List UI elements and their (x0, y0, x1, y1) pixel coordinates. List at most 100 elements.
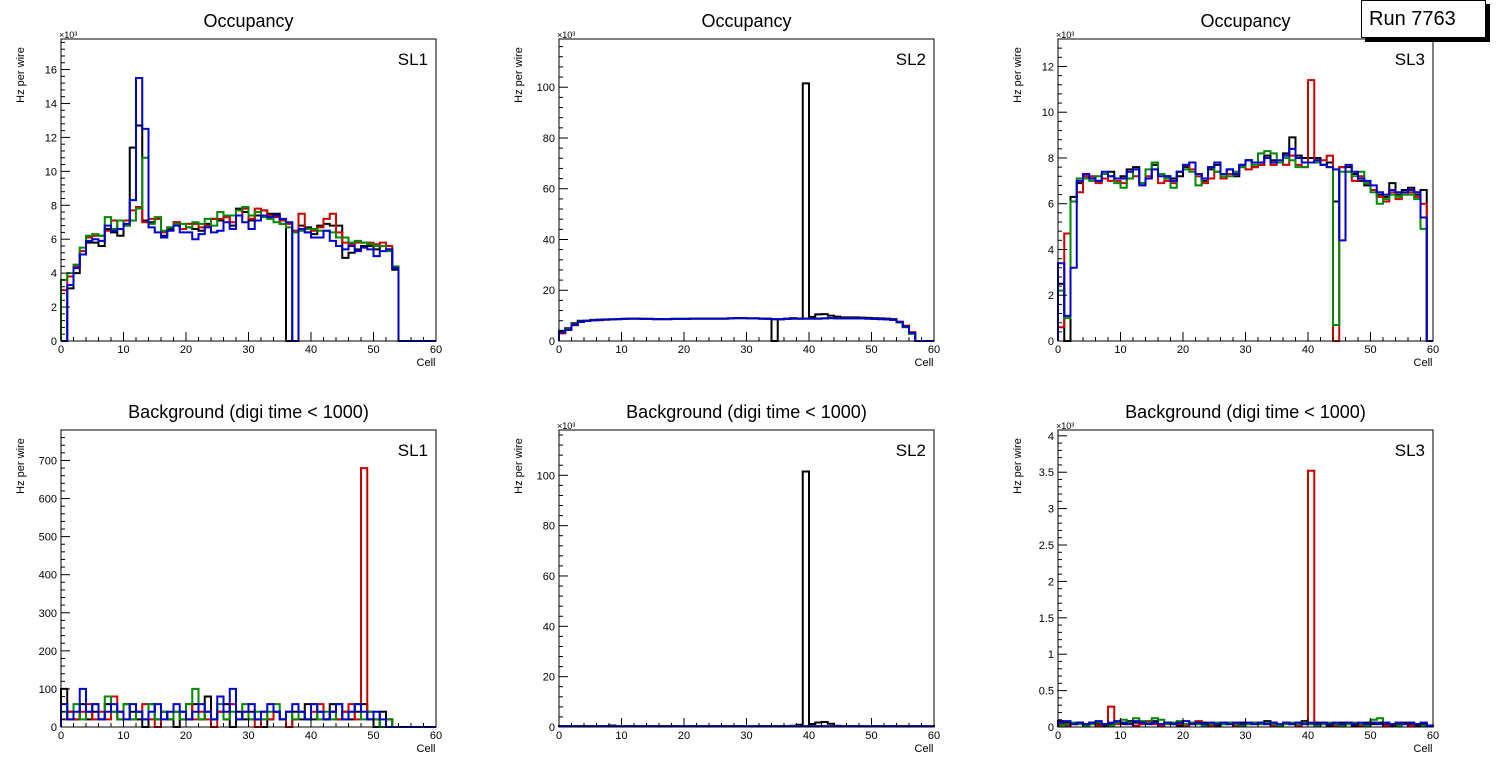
y-tick-label: 700 (39, 455, 57, 467)
y-axis-label: Hz per wire (513, 438, 525, 494)
x-axis-label: Cell (915, 357, 934, 369)
series-layer2 (60, 467, 436, 728)
series-layer4 (1057, 147, 1433, 342)
y-tick-label: 100 (537, 470, 555, 482)
y-tick-label: 2.5 (1039, 540, 1054, 552)
chart-title: Occupancy (701, 11, 791, 31)
y-tick-label: 0 (51, 336, 57, 348)
chart-panel-5: Background (digi time < 1000) 0 10 20 30 40 50… (513, 402, 940, 755)
x-tick-label: 60 (1427, 730, 1439, 742)
x-tick-label: 0 (58, 344, 64, 356)
plot-frame (1057, 429, 1434, 728)
chart-title: Occupancy (1200, 11, 1290, 31)
series-layer1 (558, 82, 934, 342)
series-layer2 (1057, 79, 1433, 342)
y-tick-label: 0.5 (1039, 686, 1054, 698)
plot-frame (60, 38, 437, 342)
x-tick-label: 10 (117, 730, 129, 742)
chart-title: Background (digi time < 1000) (128, 402, 369, 422)
y-tick-label: 10 (1042, 107, 1054, 119)
x-axis-label: Cell (417, 743, 436, 755)
y-axis-label: Hz per wire (1012, 47, 1024, 103)
y-tick-label: 60 (543, 571, 555, 583)
y-tick-label: 2 (51, 302, 57, 314)
x-axis-label: Cell (1414, 743, 1433, 755)
x-tick-label: 50 (1364, 344, 1376, 356)
x-tick-label: 40 (803, 344, 815, 356)
y-tick-label: 0 (51, 722, 57, 734)
x-tick-label: 60 (430, 730, 442, 742)
y-axis-label: Hz per wire (1012, 438, 1024, 494)
y-tick-label: 20 (543, 672, 555, 684)
x-tick-label: 60 (928, 344, 940, 356)
y-tick-label: 0 (549, 336, 555, 348)
superlayer-tag: SL1 (398, 441, 428, 460)
y-exponent-label: ×10³ (1056, 30, 1074, 40)
x-tick-label: 60 (928, 730, 940, 742)
plot-frame (558, 38, 935, 342)
x-tick-label: 0 (556, 344, 562, 356)
y-tick-label: 500 (39, 532, 57, 544)
x-tick-label: 20 (1177, 344, 1189, 356)
x-axis-label: Cell (915, 743, 934, 755)
chart-panel-2: Occupancy 0 10 20 30 40 50 60 0 20 40 60 80 100 ×10³ Ce… (513, 11, 940, 369)
chart-title: Background (digi time < 1000) (1125, 402, 1366, 422)
x-tick-label: 40 (1302, 344, 1314, 356)
plot-frame (558, 429, 935, 728)
y-tick-label: 3.5 (1039, 467, 1054, 479)
x-tick-label: 10 (615, 730, 627, 742)
x-tick-label: 0 (1055, 730, 1061, 742)
y-tick-label: 600 (39, 494, 57, 506)
x-tick-label: 50 (367, 344, 379, 356)
x-tick-label: 60 (430, 344, 442, 356)
x-tick-label: 0 (556, 730, 562, 742)
y-tick-label: 2 (1048, 290, 1054, 302)
y-axis-label: Hz per wire (15, 47, 27, 103)
y-tick-label: 80 (543, 133, 555, 145)
x-tick-label: 50 (865, 730, 877, 742)
run-label-box: Run 7763 (1361, 0, 1486, 38)
plot-frame (60, 429, 437, 728)
superlayer-tag: SL1 (398, 50, 428, 69)
y-tick-label: 80 (543, 521, 555, 533)
y-tick-label: 40 (543, 234, 555, 246)
y-tick-label: 400 (39, 570, 57, 582)
y-tick-label: 16 (45, 65, 57, 77)
y-tick-label: 3 (1048, 504, 1054, 516)
x-tick-label: 30 (1239, 730, 1251, 742)
y-exponent-label: ×10³ (557, 30, 575, 40)
chart-panel-1: Occupancy 0 10 20 30 40 50 60 0 2 4 6 8 10 12 14 16 ×10³ C… (15, 11, 442, 369)
superlayer-tag: SL2 (896, 50, 926, 69)
y-tick-label: 20 (543, 285, 555, 297)
series-layer4 (61, 77, 436, 342)
y-tick-label: 0 (1048, 722, 1054, 734)
x-tick-label: 50 (865, 344, 877, 356)
y-tick-label: 12 (45, 132, 57, 144)
x-tick-label: 0 (58, 730, 64, 742)
x-tick-label: 10 (117, 344, 129, 356)
y-exponent-label: ×10³ (557, 421, 575, 431)
series-layer3 (1057, 150, 1433, 342)
chart-panel-6: Background (digi time < 1000)0 10 20 30 40 50… (1012, 402, 1439, 755)
x-tick-label: 20 (180, 344, 192, 356)
y-tick-label: 10 (45, 166, 57, 178)
y-tick-label: 4 (51, 268, 57, 280)
x-tick-label: 40 (803, 730, 815, 742)
y-tick-label: 1 (1048, 649, 1054, 661)
x-tick-label: 30 (740, 344, 752, 356)
superlayer-tag: SL3 (1395, 50, 1425, 69)
superlayer-tag: SL2 (896, 441, 926, 460)
run-label: Run 7763 (1369, 8, 1456, 30)
x-tick-label: 20 (678, 344, 690, 356)
x-tick-label: 20 (1177, 730, 1189, 742)
x-tick-label: 60 (1427, 344, 1439, 356)
y-tick-label: 12 (1042, 61, 1054, 73)
y-tick-label: 100 (39, 684, 57, 696)
y-tick-label: 8 (1048, 153, 1054, 165)
x-tick-label: 50 (1364, 730, 1376, 742)
x-tick-label: 50 (367, 730, 379, 742)
y-tick-label: 40 (543, 621, 555, 633)
x-tick-label: 40 (305, 730, 317, 742)
y-tick-label: 200 (39, 646, 57, 658)
series-layer1 (558, 470, 935, 728)
